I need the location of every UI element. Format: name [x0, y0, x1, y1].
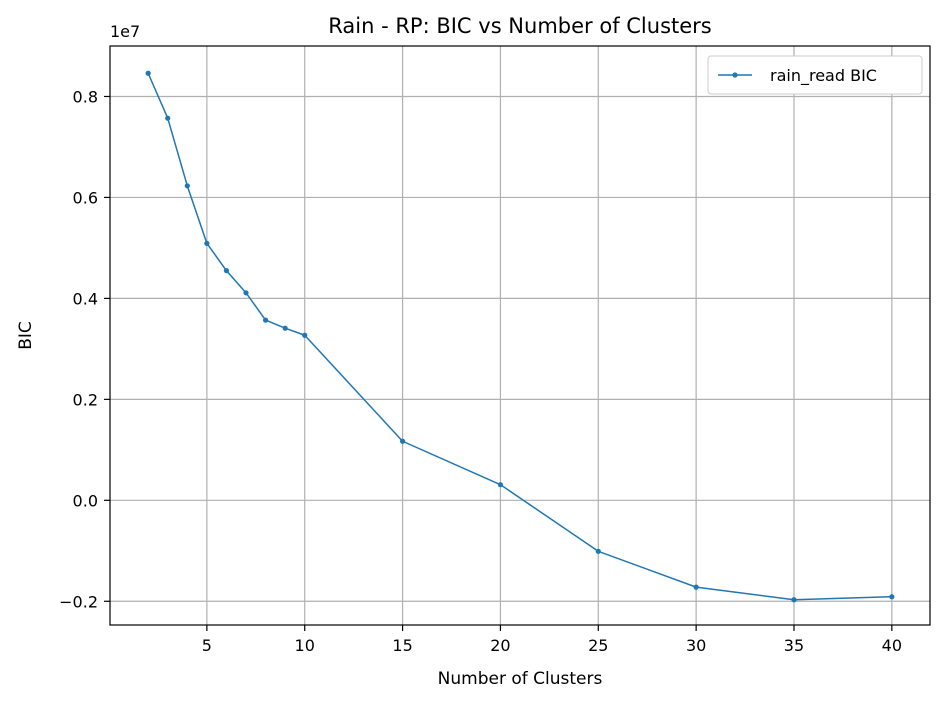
x-tick-label: 35	[784, 636, 804, 655]
x-tick-label: 10	[295, 636, 315, 655]
x-tick-label: 5	[202, 636, 212, 655]
data-point	[223, 268, 230, 274]
y-tick-label: 0.8	[73, 87, 98, 106]
data-point	[791, 597, 797, 603]
data-point	[262, 317, 269, 323]
x-tick-label: 20	[490, 636, 510, 655]
legend-entry-label: rain_read BIC	[770, 66, 877, 86]
y-axis-label: BIC	[16, 321, 36, 350]
y-tick-label: −0.2	[59, 592, 98, 611]
plot-frame	[109, 45, 931, 626]
data-point	[184, 183, 190, 189]
data-point	[399, 438, 406, 444]
legend-box	[707, 55, 923, 95]
y-tick-label: 0.2	[73, 390, 98, 409]
x-tick-label: 40	[882, 636, 902, 655]
data-point	[204, 240, 210, 246]
ticks: 5 10 15 20 25 30 35 40 −0.2 0.0 0.2 0.4 0.6 0.8	[59, 87, 902, 655]
data-point	[595, 548, 601, 554]
series-line	[147, 72, 892, 601]
data-point	[889, 594, 895, 600]
x-tick-label: 30	[686, 636, 706, 655]
y-tick-label: 0.0	[73, 491, 98, 510]
data-point	[497, 482, 504, 488]
chart-title: Rain - RP: BIC vs Number of Clusters	[328, 14, 712, 38]
grid	[110, 46, 930, 625]
data-point	[302, 332, 308, 338]
data-point	[165, 115, 171, 121]
series-layer	[145, 70, 895, 603]
y-tick-label: 0.4	[73, 289, 98, 308]
data-point	[282, 325, 288, 331]
x-tick-label: 15	[392, 636, 412, 655]
x-tick-label: 25	[588, 636, 608, 655]
x-axis-label: Number of Clusters	[438, 669, 603, 689]
y-axis-offset-label: 1e7	[110, 22, 140, 41]
legend: rain_read BIC	[707, 55, 923, 95]
data-point	[243, 290, 249, 296]
y-tick-label: 0.6	[73, 188, 98, 207]
legend-marker-sample	[732, 72, 738, 78]
data-point	[693, 584, 699, 590]
data-point	[145, 70, 151, 76]
